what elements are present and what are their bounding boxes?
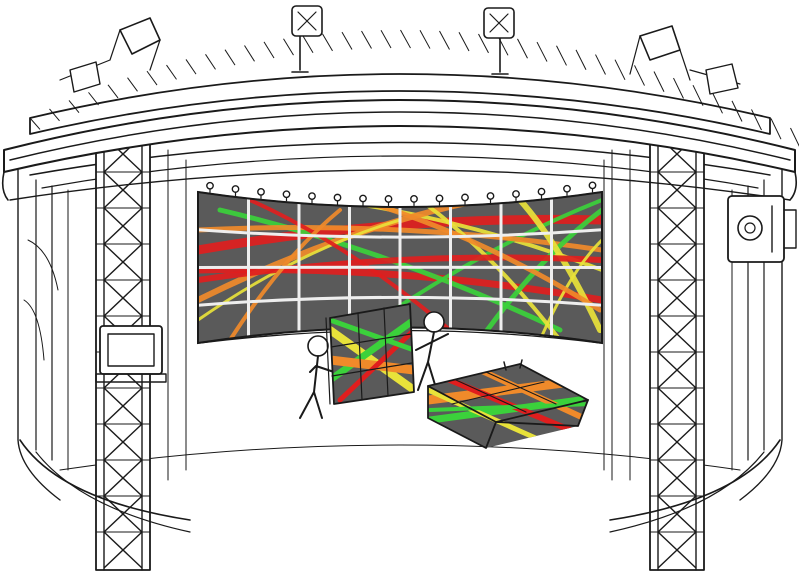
left-enclosure-wall: [17, 149, 187, 501]
tiled-display-panel-icon: [325, 303, 415, 405]
stage-light-icon: [291, 5, 323, 73]
truss-ring-icon: [1, 29, 799, 201]
camera-tracker-icon: [727, 195, 797, 263]
interactive-table-icon: [427, 359, 589, 449]
kiosk-monitor-icon: [95, 325, 167, 383]
curved-display-wall-icon: [197, 190, 603, 345]
stage-light-icon: [483, 7, 515, 75]
tracking-camera-row: [206, 181, 597, 206]
truss-tower-right: [649, 129, 705, 571]
person-figure-icon: [415, 311, 449, 391]
stage-light-icon: [59, 17, 161, 93]
person-figure-icon: [299, 335, 335, 419]
stage-light-icon: [629, 25, 741, 95]
floor-ring: [19, 439, 781, 533]
